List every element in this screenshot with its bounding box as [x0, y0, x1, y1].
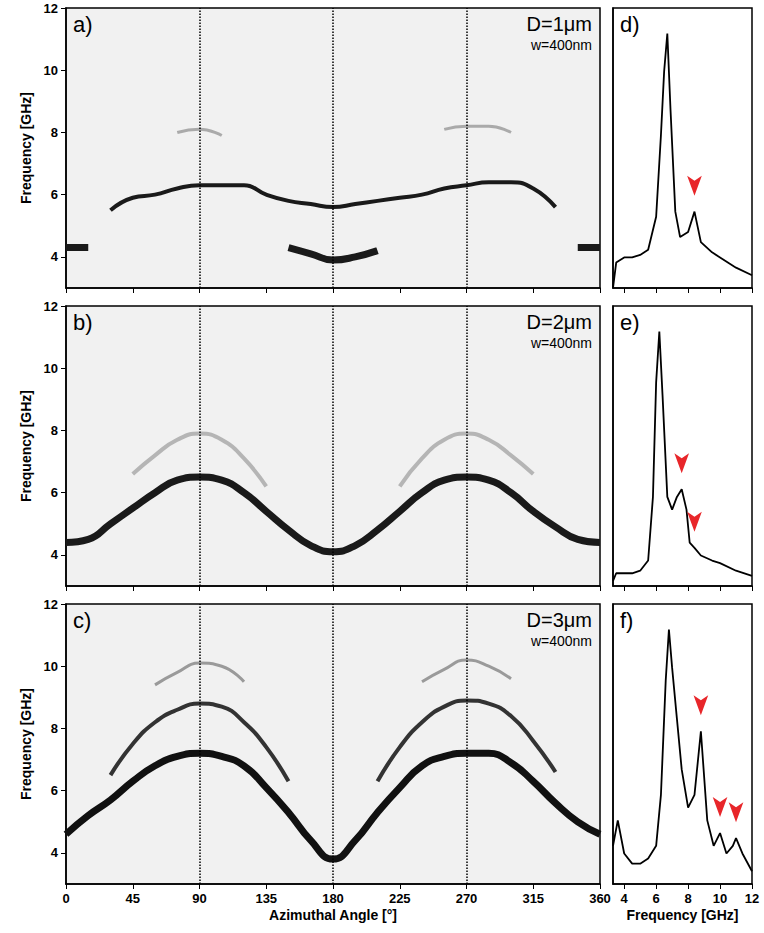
svg-text:b): b) [73, 310, 93, 335]
svg-text:6: 6 [51, 187, 58, 202]
svg-text:135: 135 [255, 891, 277, 906]
svg-text:Frequency [GHz]: Frequency [GHz] [18, 688, 34, 800]
svg-text:c): c) [73, 608, 91, 633]
svg-text:315: 315 [522, 891, 544, 906]
svg-text:6: 6 [653, 891, 660, 906]
svg-text:0: 0 [62, 891, 69, 906]
svg-text:270: 270 [456, 891, 478, 906]
svg-text:4: 4 [621, 891, 629, 906]
svg-text:D=3μm: D=3μm [527, 609, 592, 631]
svg-text:10: 10 [44, 659, 58, 674]
svg-text:D=2μm: D=2μm [527, 311, 592, 333]
svg-text:225: 225 [389, 891, 411, 906]
svg-text:4: 4 [51, 547, 59, 562]
svg-text:6: 6 [51, 783, 58, 798]
svg-text:a): a) [73, 12, 93, 37]
svg-text:f): f) [620, 608, 633, 633]
svg-text:6: 6 [51, 485, 58, 500]
svg-text:10: 10 [713, 891, 727, 906]
svg-text:12: 12 [745, 891, 759, 906]
svg-text:360: 360 [589, 891, 611, 906]
svg-text:w=400nm: w=400nm [530, 335, 592, 351]
svg-text:d): d) [620, 12, 640, 37]
svg-text:w=400nm: w=400nm [530, 37, 592, 53]
svg-text:8: 8 [51, 125, 58, 140]
svg-text:e): e) [620, 310, 640, 335]
svg-text:90: 90 [192, 891, 206, 906]
svg-text:w=400nm: w=400nm [530, 633, 592, 649]
svg-text:4: 4 [51, 249, 59, 264]
svg-text:8: 8 [51, 721, 58, 736]
svg-text:45: 45 [126, 891, 140, 906]
svg-text:12: 12 [44, 1, 58, 16]
svg-text:Frequency [GHz]: Frequency [GHz] [626, 907, 738, 923]
svg-text:D=1μm: D=1μm [527, 13, 592, 35]
svg-text:8: 8 [51, 423, 58, 438]
svg-text:12: 12 [44, 299, 58, 314]
svg-text:180: 180 [322, 891, 344, 906]
svg-text:Azimuthal Angle [°]: Azimuthal Angle [°] [269, 907, 397, 923]
svg-text:10: 10 [44, 63, 58, 78]
svg-text:12: 12 [44, 597, 58, 612]
svg-text:8: 8 [684, 891, 691, 906]
svg-text:Frequency [GHz]: Frequency [GHz] [18, 92, 34, 204]
svg-text:10: 10 [44, 361, 58, 376]
svg-text:4: 4 [51, 845, 59, 860]
svg-text:Frequency [GHz]: Frequency [GHz] [18, 390, 34, 502]
